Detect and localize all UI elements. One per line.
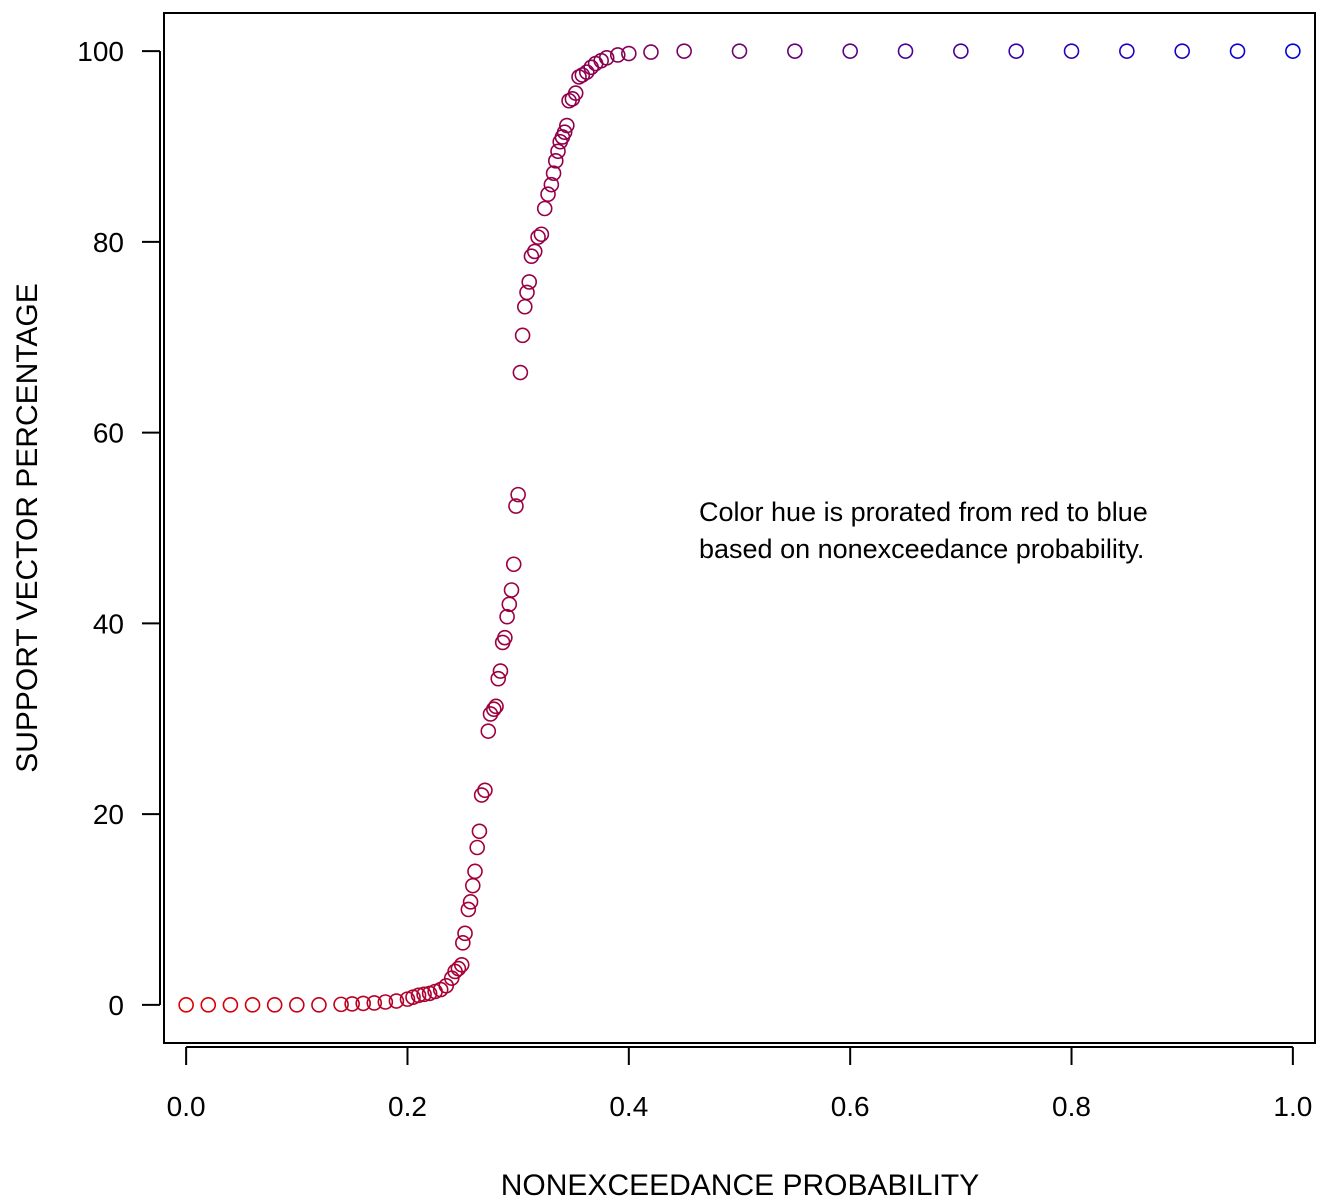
data-point: [676, 43, 692, 59]
data-point: [550, 143, 566, 160]
y-axis-label: SUPPORT VECTOR PERCENTAGE: [11, 283, 44, 773]
data-point: [643, 44, 659, 60]
x-axis: 0.0 0.2 0.4 0.6 0.8 1.0: [167, 1046, 1312, 1122]
data-point: [490, 670, 507, 687]
data-point: [503, 582, 520, 598]
data-point: [460, 901, 477, 918]
data-point: [508, 498, 524, 514]
data-point: [1008, 43, 1024, 59]
data-point: [1119, 43, 1135, 59]
data-point: [1229, 43, 1246, 59]
data-point: [477, 782, 493, 799]
y-tick-label: 0: [108, 990, 124, 1021]
data-point: [457, 925, 473, 942]
data-point: [556, 124, 573, 141]
data-point: [523, 248, 540, 264]
data-point: [512, 364, 529, 381]
data-point: [1174, 43, 1190, 59]
data-point: [377, 994, 394, 1010]
data-point: [410, 987, 427, 1004]
data-point: [388, 993, 405, 1009]
data-point: [571, 69, 587, 85]
data-point: [533, 226, 550, 243]
data-point: [200, 997, 217, 1013]
x-tick-label: 0.0: [167, 1091, 206, 1122]
data-point: [450, 960, 467, 977]
data-point: [536, 200, 553, 217]
x-tick-label: 0.8: [1052, 1091, 1091, 1122]
data-point: [547, 153, 564, 169]
x-tick-label: 1.0: [1273, 1091, 1312, 1122]
data-point: [842, 43, 858, 59]
data-point: [178, 997, 194, 1013]
data-point: [510, 486, 526, 503]
data-point: [492, 663, 509, 679]
y-tick-label: 100: [77, 36, 124, 67]
data-point: [505, 556, 522, 573]
data-point: [469, 839, 486, 856]
data-point: [545, 165, 562, 182]
data-point: [543, 176, 560, 193]
data-point: [516, 298, 533, 315]
plot-frame: [163, 12, 1316, 1044]
data-point: [453, 956, 470, 973]
data-point: [540, 186, 556, 203]
annotation-line-1: Color hue is prorated from red to blue: [699, 497, 1148, 527]
data-point: [344, 996, 360, 1012]
data-point: [953, 43, 969, 59]
data-point: [499, 608, 515, 625]
data-point: [486, 701, 502, 718]
data-point: [530, 229, 546, 245]
data-point: [416, 986, 432, 1003]
data-point: [526, 243, 543, 260]
data-point: [567, 85, 584, 101]
data-point: [897, 43, 914, 59]
data-point: [333, 996, 349, 1013]
y-axis: 0 20 40 60 80 100: [77, 36, 161, 1021]
x-tick-label: 0.4: [609, 1091, 648, 1122]
data-point: [289, 997, 305, 1013]
data-point: [473, 787, 490, 803]
x-tick-label: 0.6: [831, 1091, 870, 1122]
x-tick-label: 0.2: [388, 1091, 427, 1122]
y-tick-label: 40: [93, 608, 124, 639]
data-point: [467, 863, 483, 880]
data-point: [480, 723, 497, 739]
data-point: [578, 64, 595, 80]
data-point: [311, 997, 327, 1013]
data-point: [1063, 43, 1080, 59]
data-points: [178, 43, 1301, 1013]
data-point: [559, 117, 575, 134]
data-point: [731, 43, 748, 59]
annotation-line-2: based on nonexceedance probability.: [699, 534, 1144, 564]
y-tick-label: 80: [93, 227, 124, 258]
x-axis-label: NONEXCEEDANCE PROBABILITY: [501, 1169, 979, 1201]
data-point: [497, 629, 513, 646]
data-point: [574, 67, 591, 83]
data-point: [1285, 43, 1301, 59]
data-point: [366, 995, 383, 1011]
data-point: [609, 47, 626, 63]
data-point: [355, 995, 372, 1012]
y-tick-label: 60: [93, 418, 124, 449]
data-point: [519, 284, 535, 301]
data-point: [455, 935, 471, 951]
data-point: [471, 823, 488, 840]
data-point: [501, 596, 518, 613]
data-point: [464, 877, 481, 894]
data-point: [222, 997, 239, 1013]
data-point: [266, 997, 283, 1013]
data-point: [514, 327, 531, 344]
data-point: [462, 894, 479, 910]
data-point: [621, 45, 637, 62]
y-tick-label: 20: [93, 799, 124, 830]
data-point: [521, 274, 538, 290]
data-point: [488, 698, 504, 715]
data-point: [787, 43, 803, 59]
data-point: [598, 50, 615, 66]
data-point: [244, 997, 261, 1013]
